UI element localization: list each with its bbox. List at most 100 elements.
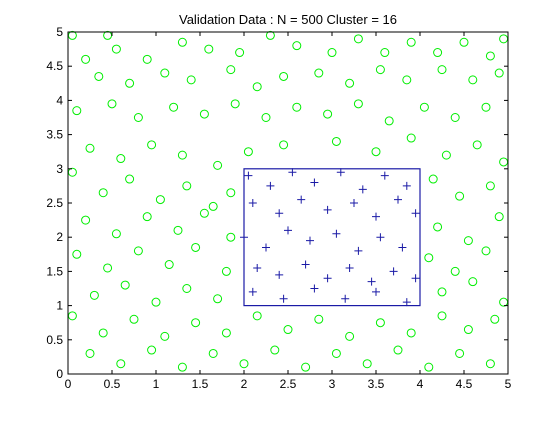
data-point-circle — [85, 348, 95, 358]
data-point-circle — [468, 75, 478, 85]
y-tick-label: 1.5 — [46, 264, 63, 278]
data-point-plus — [284, 226, 292, 235]
data-point-circle — [437, 287, 447, 297]
data-point-plus — [367, 277, 376, 286]
data-point-circle — [261, 113, 271, 122]
data-point-circle — [441, 150, 451, 160]
data-point-circle — [384, 116, 394, 126]
data-point-circle — [419, 102, 429, 112]
data-point-circle — [345, 331, 355, 341]
data-point-circle — [72, 249, 82, 259]
data-point-plus — [323, 205, 332, 214]
data-point-plus — [354, 246, 363, 255]
data-point-circle — [155, 195, 165, 205]
data-point-circle — [283, 325, 293, 335]
data-point-plus — [332, 229, 341, 238]
data-point-circle — [353, 34, 363, 44]
y-tick-label: 3.5 — [46, 128, 63, 142]
data-point-plus — [345, 263, 354, 272]
data-point-circle — [499, 157, 509, 167]
data-point-circle — [160, 68, 170, 78]
data-point-circle — [125, 78, 135, 88]
data-point-plus — [411, 274, 420, 283]
data-point-circle — [314, 68, 324, 78]
data-point-circle — [301, 362, 311, 372]
data-point-circle — [485, 359, 495, 369]
data-point-plus — [262, 243, 270, 252]
data-point-circle — [98, 188, 108, 198]
data-point-circle — [221, 328, 231, 338]
data-point-circle — [252, 311, 262, 321]
data-point-circle — [133, 246, 143, 256]
data-point-circle — [67, 311, 77, 321]
data-point-circle — [226, 65, 236, 75]
data-point-plus — [350, 199, 358, 207]
data-point-circle — [81, 54, 91, 64]
data-point-circle — [424, 253, 434, 263]
data-point-circle — [499, 34, 509, 44]
data-point-circle — [111, 229, 121, 239]
data-point-circle — [208, 201, 218, 211]
y-tick-label: 2 — [56, 230, 63, 244]
data-point-plus — [402, 181, 411, 190]
data-point-circle — [433, 222, 443, 232]
data-point-circle — [191, 242, 201, 252]
data-point-circle — [142, 54, 152, 64]
data-point-circle — [463, 236, 473, 246]
data-point-plus — [376, 233, 385, 242]
data-point-circle — [133, 113, 143, 122]
data-point-plus — [275, 209, 284, 218]
data-point-circle — [252, 82, 262, 92]
data-point-plus — [398, 243, 407, 252]
x-tick-label: 2.5 — [280, 377, 297, 391]
data-point-circle — [204, 44, 214, 54]
data-point-circle — [481, 102, 491, 112]
data-point-circle — [406, 133, 416, 143]
data-point-circle — [375, 318, 385, 328]
data-point-circle — [116, 154, 126, 164]
data-point-circle — [468, 277, 478, 287]
x-tick-label: 4.5 — [456, 377, 473, 391]
data-point-circle — [177, 362, 187, 372]
data-point-circle — [292, 102, 302, 112]
data-point-plus — [310, 284, 319, 293]
data-point-plus — [248, 287, 257, 296]
data-point-circle — [428, 174, 438, 184]
data-point-plus — [310, 178, 319, 187]
data-point-plus — [275, 270, 284, 279]
data-point-plus — [253, 263, 262, 272]
data-point-circle — [235, 48, 245, 58]
data-point-circle — [98, 328, 108, 338]
x-tick-label: 0 — [65, 377, 72, 391]
data-point-circle — [463, 325, 473, 335]
y-tick-label: 4.5 — [46, 59, 63, 73]
data-point-plus — [279, 294, 288, 303]
data-point-circle — [481, 246, 491, 256]
data-point-circle — [199, 109, 209, 119]
data-point-circle — [455, 348, 465, 358]
data-point-circle — [103, 30, 113, 40]
data-point-circle — [103, 263, 113, 273]
data-point-plus — [248, 199, 257, 207]
data-point-circle — [142, 212, 152, 222]
x-tick-label: 4 — [417, 377, 424, 391]
data-point-circle — [327, 48, 337, 58]
data-point-plus — [266, 181, 275, 190]
cluster-region-box — [243, 168, 421, 307]
data-point-plus — [394, 195, 402, 204]
data-point-circle — [221, 266, 231, 276]
data-point-circle — [485, 51, 495, 61]
data-point-circle — [72, 106, 82, 116]
data-point-circle — [111, 44, 121, 54]
data-point-circle — [455, 191, 465, 201]
data-point-circle — [94, 71, 104, 81]
y-tick-label: 0 — [56, 367, 63, 381]
data-point-circle — [147, 345, 157, 355]
data-point-circle — [173, 225, 183, 235]
data-point-circle — [67, 167, 77, 177]
y-tick-label: 5 — [56, 25, 63, 39]
data-point-circle — [226, 232, 236, 242]
data-point-circle — [345, 78, 355, 88]
